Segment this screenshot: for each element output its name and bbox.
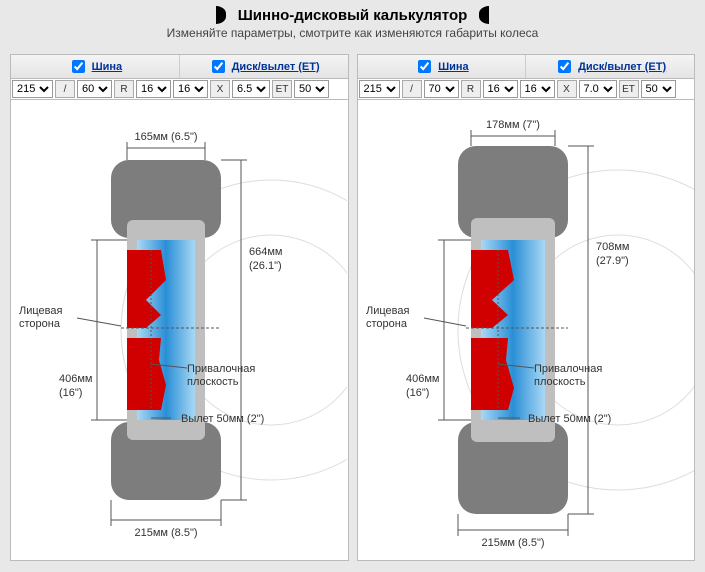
- app-root: Шинно-дисковый калькулятор Изменяйте пар…: [0, 0, 705, 571]
- r-token: R: [114, 80, 134, 98]
- selector-row-left: 195205215225235 / 505560657075 R 1415161…: [11, 79, 348, 100]
- wheel-label[interactable]: Диск/вылет (ET): [232, 61, 320, 73]
- dim-height-r: 708мм(27.9"): [568, 146, 629, 514]
- x-token-r: X: [557, 80, 577, 98]
- et-select-left[interactable]: 303540455055: [294, 80, 329, 98]
- tire-label[interactable]: Шина: [92, 61, 123, 73]
- svg-text:Вылет 50мм (2"): Вылет 50мм (2"): [181, 413, 264, 425]
- dim-hub: 406мм(16"): [59, 240, 127, 420]
- header-row-left: Шина Диск/вылет (ET): [11, 55, 348, 79]
- tire-checkbox-right[interactable]: [418, 60, 431, 73]
- tire-checkbox-left[interactable]: [72, 60, 85, 73]
- svg-text:Вылет 50мм (2"): Вылет 50мм (2"): [528, 413, 611, 425]
- svg-text:165мм (6.5"): 165мм (6.5"): [134, 131, 197, 143]
- radius-select-right[interactable]: 1415161718: [483, 80, 518, 98]
- wheel-diagram-right: 178мм (7") 215мм (8.5") 708мм(27.9"): [358, 100, 694, 560]
- tire-label-r[interactable]: Шина: [438, 61, 469, 73]
- et-token: ET: [272, 80, 292, 98]
- dim-tire-bottom-r: 215мм (8.5"): [458, 514, 568, 549]
- profile-select-left[interactable]: 505560657075: [77, 80, 112, 98]
- tire-bottom-r: [458, 410, 568, 514]
- panels: Шина Диск/вылет (ET) 195205215225235 / 5…: [0, 54, 705, 561]
- diagram-right: 178мм (7") 215мм (8.5") 708мм(27.9"): [358, 100, 695, 560]
- tire-top-r: [458, 146, 568, 250]
- panel-left: Шина Диск/вылет (ET) 195205215225235 / 5…: [10, 54, 349, 561]
- tire-top: [111, 160, 221, 250]
- tire-width-select-right[interactable]: 195205215225235: [359, 80, 400, 98]
- radius-select-left[interactable]: 1415161718: [136, 80, 171, 98]
- decor-arc-right: [479, 6, 489, 24]
- mounting-plane-label-r: Привалочнаяплоскость: [534, 363, 602, 388]
- dim-height: 664мм(26.1"): [221, 160, 282, 500]
- svg-text:406мм(16"): 406мм(16"): [406, 373, 439, 399]
- dim-tire-bottom: 215мм (8.5"): [111, 500, 221, 539]
- decor-arc-left: [216, 6, 226, 24]
- svg-text:215мм (8.5"): 215мм (8.5"): [481, 537, 544, 549]
- slash-token-r: /: [402, 80, 422, 98]
- wheel-diagram-left: 165мм (6.5") 215мм (8.5") 664мм(: [11, 100, 347, 560]
- wheel-checkbox-right[interactable]: [558, 60, 571, 73]
- front-side-label-r: Лицеваясторона: [366, 305, 409, 330]
- selector-row-right: 195205215225235 / 505560657075 R 1415161…: [358, 79, 695, 100]
- wheel-d-select-right[interactable]: 1415161718: [520, 80, 555, 98]
- wheel-header-left: Диск/вылет (ET): [180, 55, 348, 78]
- wheel-checkbox-left[interactable]: [212, 60, 225, 73]
- title-row: Шинно-дисковый калькулятор: [0, 6, 705, 24]
- dim-hub-r: 406мм(16"): [406, 240, 471, 420]
- r-token-r: R: [461, 80, 481, 98]
- dim-rim-top-r: 178мм (7"): [471, 119, 555, 146]
- svg-text:215мм (8.5"): 215мм (8.5"): [134, 527, 197, 539]
- et-select-right[interactable]: 303540455055: [641, 80, 676, 98]
- svg-text:708мм(27.9"): 708мм(27.9"): [596, 241, 629, 267]
- page-title: Шинно-дисковый калькулятор: [238, 7, 468, 24]
- wheel-label-r[interactable]: Диск/вылет (ET): [578, 61, 666, 73]
- et-token-r: ET: [619, 80, 639, 98]
- tire-header-left: Шина: [11, 55, 180, 78]
- diagram-left: 165мм (6.5") 215мм (8.5") 664мм(: [11, 100, 348, 560]
- panel-right: Шина Диск/вылет (ET) 195205215225235 / 5…: [357, 54, 696, 561]
- svg-text:178мм (7"): 178мм (7"): [486, 119, 540, 131]
- tire-header-right: Шина: [358, 55, 527, 78]
- wheel-d-select-left[interactable]: 1415161718: [173, 80, 208, 98]
- svg-text:406мм(16"): 406мм(16"): [59, 373, 92, 399]
- svg-text:664мм(26.1"): 664мм(26.1"): [249, 246, 282, 272]
- dim-rim-top: 165мм (6.5"): [127, 131, 205, 160]
- profile-select-right[interactable]: 505560657075: [424, 80, 459, 98]
- tire-width-select-left[interactable]: 195205215225235: [12, 80, 53, 98]
- wheel-w-select-left[interactable]: 5.56.06.57.07.58.0: [232, 80, 270, 98]
- front-side-label: Лицеваясторона: [19, 305, 62, 330]
- x-token: X: [210, 80, 230, 98]
- wheel-header-right: Диск/вылет (ET): [526, 55, 694, 78]
- mounting-plane-label: Привалочнаяплоскость: [187, 363, 255, 388]
- wheel-w-select-right[interactable]: 5.56.06.57.07.58.0: [579, 80, 617, 98]
- page-subtitle: Изменяйте параметры, смотрите как изменя…: [0, 26, 705, 40]
- header-row-right: Шина Диск/вылет (ET): [358, 55, 695, 79]
- slash-token: /: [55, 80, 75, 98]
